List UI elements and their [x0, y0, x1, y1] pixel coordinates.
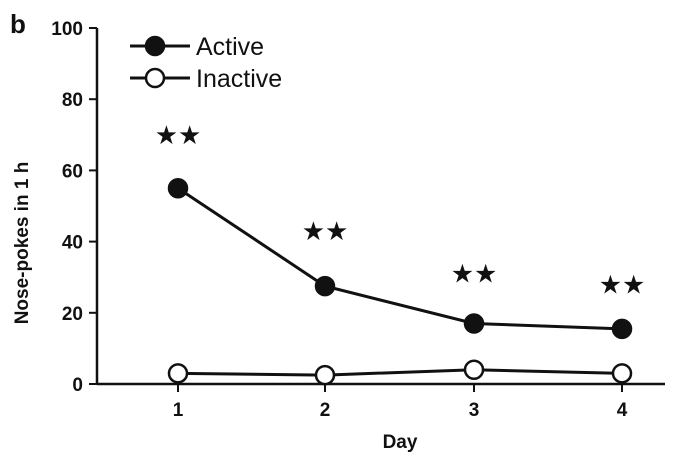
series-line-active: [177, 186, 623, 331]
series-inactive: [167, 359, 633, 386]
x-axis-title: Day: [383, 432, 418, 453]
series-active: [167, 177, 633, 340]
legend-marker: [144, 35, 166, 57]
data-point-inactive: [463, 359, 485, 381]
y-tick-label: 0: [72, 375, 83, 396]
legend-label: Active: [196, 33, 264, 61]
significance-stars: ★★: [451, 259, 498, 289]
data-point-active: [167, 177, 189, 199]
y-axis-title: Nose-pokes in 1 h: [12, 162, 33, 325]
legend-entry-inactive: Inactive: [130, 65, 282, 93]
data-point-active: [463, 313, 485, 334]
data-point-inactive: [314, 364, 336, 386]
y-tick-label: 100: [51, 19, 83, 40]
legend-label: Inactive: [196, 65, 282, 93]
data-point-active: [611, 318, 633, 340]
significance-annotations: ★★ ★★ ★★ ★★: [155, 120, 646, 300]
y-tick-label: 20: [62, 304, 83, 325]
legend-entry-active: Active: [130, 33, 264, 61]
legend: Active Inactive: [130, 33, 282, 93]
x-tick-label: 4: [617, 400, 628, 421]
panel-label: b: [10, 9, 26, 39]
data-point-inactive: [167, 363, 189, 384]
series-layer: [167, 177, 633, 386]
x-tick-label: 1: [173, 400, 184, 421]
y-tick-label: 40: [62, 233, 83, 254]
significance-stars: ★★: [599, 269, 646, 299]
data-point-inactive: [611, 363, 633, 384]
legend-marker: [144, 67, 166, 89]
series-line-inactive: [177, 368, 623, 377]
data-point-active: [314, 275, 336, 297]
y-tick-label: 80: [62, 90, 83, 111]
x-tick-label: 3: [469, 400, 480, 421]
significance-stars: ★★: [302, 216, 349, 246]
significance-stars: ★★: [155, 120, 202, 150]
axes: 0 20 40 60 80 100 1 2 3 4: [51, 19, 665, 421]
x-tick-label: 2: [320, 400, 331, 421]
y-tick-label: 60: [62, 161, 83, 182]
